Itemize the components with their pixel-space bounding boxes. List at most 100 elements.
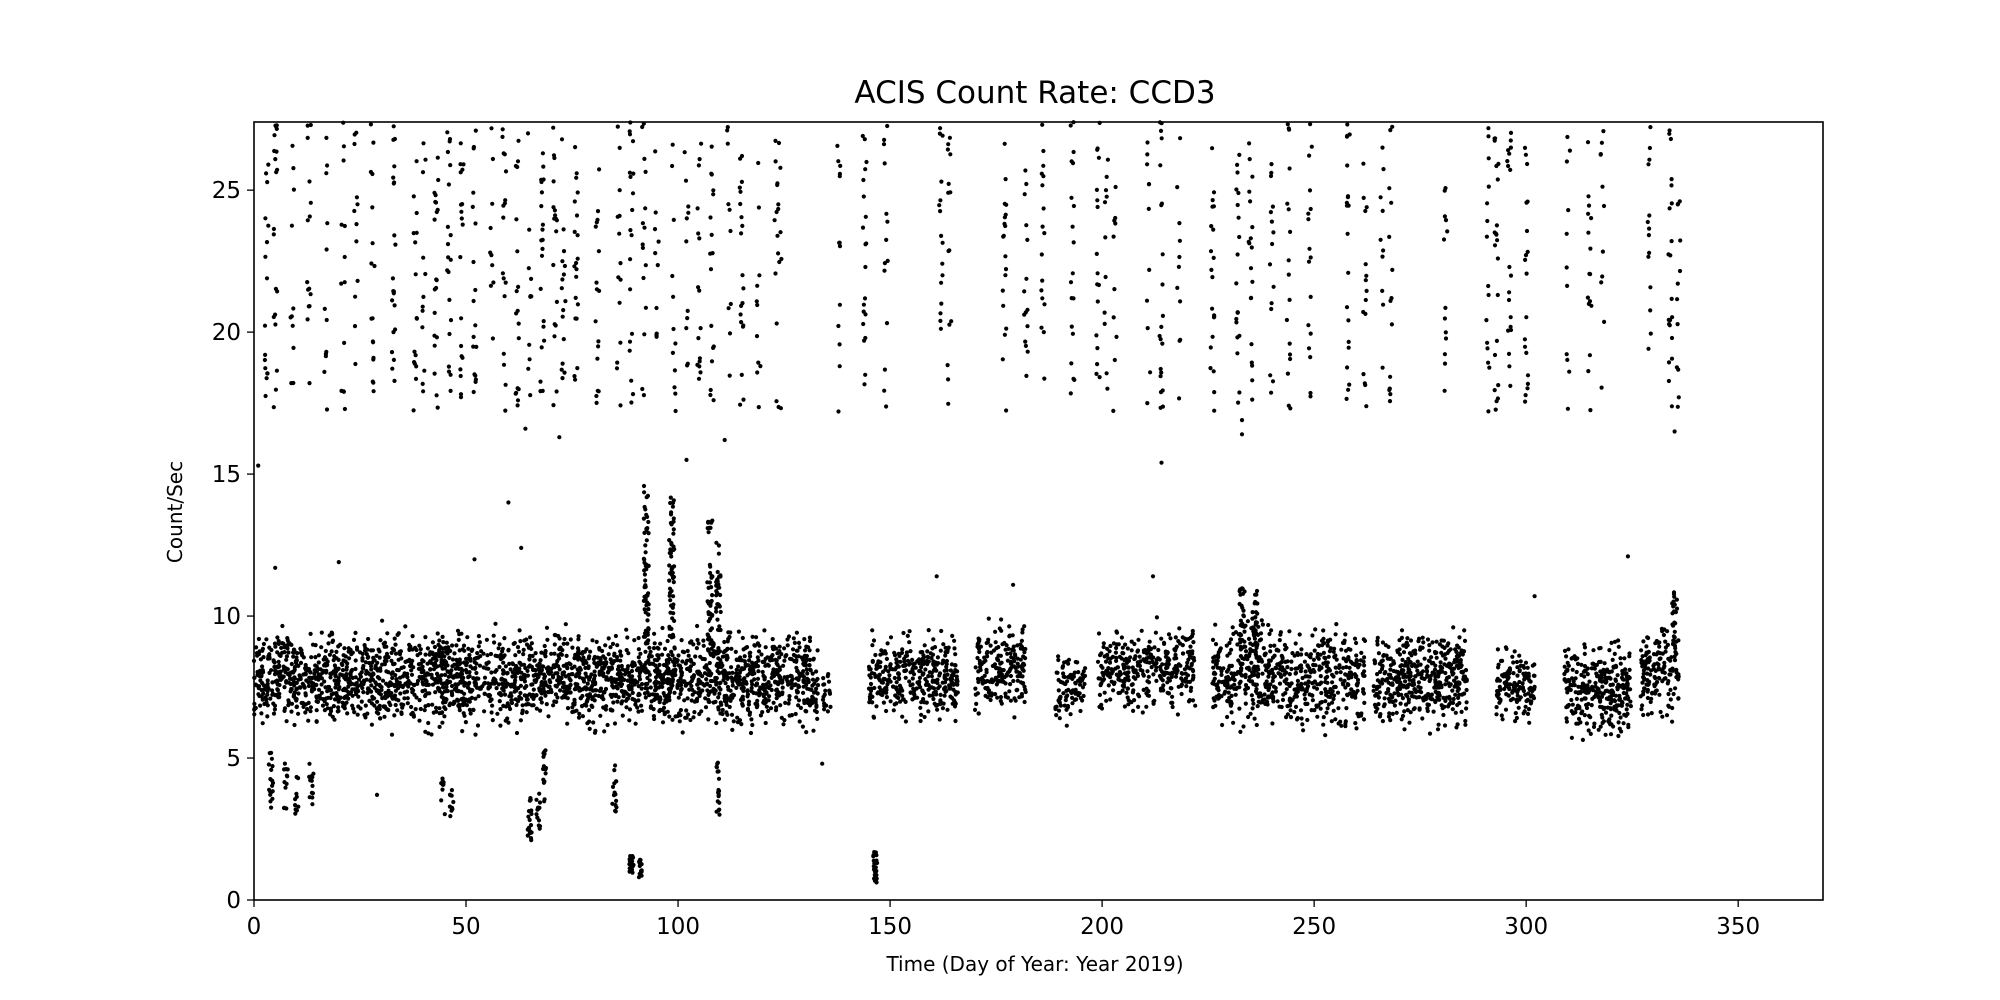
data-point: [524, 693, 529, 699]
data-point: [1361, 689, 1366, 695]
data-point: [696, 671, 701, 676]
data-point: [1463, 718, 1468, 724]
data-point: [1622, 656, 1627, 661]
data-point: [474, 685, 479, 690]
data-point: [446, 674, 451, 679]
data-point: [1494, 705, 1499, 710]
data-point: [496, 646, 501, 651]
data-point: [870, 694, 875, 699]
data-point: [618, 672, 624, 677]
data-point: [896, 651, 901, 657]
data-point: [500, 668, 506, 673]
data-point: [666, 653, 671, 658]
data-point: [319, 630, 324, 635]
data-point: [258, 668, 263, 673]
data-point: [881, 700, 887, 705]
data-point: [580, 650, 586, 655]
data-point: [1173, 635, 1178, 640]
data-point: [919, 700, 924, 705]
data-point: [1131, 675, 1136, 680]
data-point: [785, 643, 790, 648]
data-point: [1420, 635, 1425, 640]
data-point: [1105, 646, 1110, 651]
data-point: [407, 642, 412, 647]
data-point: [583, 665, 588, 671]
data-point: [544, 702, 549, 707]
data-point: [693, 654, 698, 659]
data-point: [1065, 693, 1070, 698]
data-point: [1361, 659, 1366, 664]
data-point: [425, 646, 430, 651]
data-point: [995, 695, 1000, 700]
data-point: [303, 710, 308, 715]
data-point: [325, 662, 330, 668]
data-point: [317, 693, 322, 698]
data-point: [289, 661, 294, 667]
data-point: [1270, 678, 1275, 684]
data-point: [258, 703, 263, 708]
data-point: [1268, 643, 1273, 649]
data-point: [1464, 700, 1469, 705]
data-point: [815, 716, 820, 722]
data-point: [1446, 704, 1451, 709]
data-point: [1436, 683, 1441, 688]
data-point: [551, 663, 556, 668]
data-point: [1362, 663, 1367, 668]
data-point: [624, 627, 629, 632]
data-point: [1463, 678, 1469, 684]
data-point: [1380, 719, 1385, 724]
data-point: [1520, 681, 1525, 686]
data-point: [1448, 647, 1453, 652]
data-point: [336, 675, 341, 680]
data-point: [729, 712, 735, 717]
data-point: [1359, 650, 1364, 656]
data-point: [351, 637, 357, 643]
data-point: [603, 643, 608, 648]
data-point: [476, 676, 481, 681]
data-point: [514, 702, 519, 708]
data-point: [704, 681, 710, 686]
data-point: [1309, 708, 1314, 713]
data-point: [489, 710, 494, 715]
data-point: [801, 684, 806, 689]
data-point: [423, 635, 428, 640]
data-point: [424, 682, 429, 688]
data-point: [281, 641, 286, 646]
data-point: [392, 713, 397, 718]
data-point: [1518, 659, 1523, 664]
data-point: [1459, 709, 1464, 715]
data-point: [313, 655, 318, 660]
data-point: [1021, 661, 1026, 666]
data-point: [490, 718, 495, 723]
data-point: [820, 697, 826, 702]
data-point: [884, 656, 890, 662]
data-point: [1172, 656, 1177, 661]
data-point: [492, 681, 497, 686]
data-point: [695, 637, 700, 643]
data-point: [280, 623, 285, 629]
data-point: [756, 658, 761, 663]
data-point: [952, 699, 957, 705]
data-point: [1289, 666, 1294, 672]
data-point: [1624, 691, 1629, 696]
data-point: [298, 660, 304, 666]
data-point: [717, 691, 722, 696]
data-point: [292, 667, 297, 672]
data-point: [643, 682, 648, 687]
data-point: [505, 716, 510, 721]
data-point: [978, 677, 983, 682]
data-point: [735, 679, 740, 684]
data-point: [1387, 699, 1392, 704]
data-point: [828, 704, 833, 710]
data-point: [1500, 658, 1505, 664]
data-point: [1185, 665, 1190, 670]
data-point: [1587, 679, 1592, 684]
data-point: [1300, 687, 1305, 692]
data-point: [884, 690, 889, 695]
data-point: [430, 675, 435, 680]
data-point: [1104, 698, 1109, 703]
data-point: [314, 708, 319, 713]
data-point: [725, 712, 730, 717]
data-point: [1525, 711, 1531, 717]
data-point: [676, 678, 681, 684]
